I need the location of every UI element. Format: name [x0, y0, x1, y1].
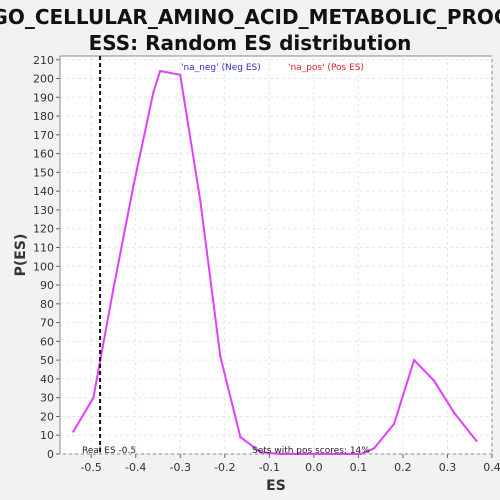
y-tick-label: 110: [33, 241, 54, 254]
data-point: [359, 452, 362, 456]
x-tick-label: 0.0: [305, 461, 323, 474]
y-tick-label: 50: [40, 354, 54, 367]
x-axis: -0.5 -0.4 -0.3 -0.2 -0.1 0.0 0.1 0.2 0.3 0.4: [80, 454, 500, 474]
pos-scores-annotation: Sets with pos scores: 14%: [252, 446, 370, 456]
x-tick-label: 0.1: [350, 461, 368, 474]
data-point: [432, 379, 436, 382]
x-tick-label: -0.3: [170, 461, 191, 474]
x-tick-label: 0.2: [394, 461, 412, 474]
y-tick-label: 170: [33, 129, 54, 142]
data-point: [132, 184, 135, 187]
y-tick-label: 60: [40, 335, 54, 348]
y-tick-label: 10: [40, 429, 54, 442]
distribution-line: [72, 70, 478, 455]
y-tick-label: 30: [40, 392, 54, 405]
y-tick-label: 120: [33, 223, 54, 236]
data-point: [159, 69, 162, 73]
x-tick-label: -0.4: [125, 461, 146, 474]
y-tick-label: 40: [40, 373, 54, 386]
x-axis-title: ES: [266, 478, 286, 494]
chart-title-line-2: ESS: Random ES distribution: [88, 31, 412, 55]
x-tick-label: -0.1: [259, 461, 280, 474]
reference-layer: Real ES -0.5: [82, 56, 136, 456]
y-tick-label: 90: [40, 279, 54, 292]
data-point: [475, 439, 478, 443]
x-tick-label: -0.2: [214, 461, 235, 474]
y-tick-label: 190: [33, 91, 54, 104]
y-tick-label: 80: [40, 298, 54, 311]
y-tick-label: 100: [33, 260, 54, 273]
grid-lines: [60, 56, 493, 455]
data-point: [279, 452, 282, 456]
y-tick-label: 140: [33, 185, 54, 198]
real-es-label: Real ES -0.5: [82, 446, 136, 456]
y-tick-label: 70: [40, 317, 54, 330]
x-tick-label: 0.4: [483, 461, 500, 474]
legend-entry: 'na_pos' (Pos ES): [288, 63, 364, 73]
data-point: [299, 452, 302, 456]
x-tick-label: -0.5: [80, 461, 101, 474]
data-point: [319, 452, 322, 456]
y-tick-label: 210: [33, 54, 54, 67]
data-point: [259, 450, 262, 454]
y-tick-label: 130: [33, 204, 54, 217]
data-point: [179, 73, 182, 76]
y-axis-title: P(ES): [13, 234, 29, 277]
y-tick-label: 160: [33, 148, 54, 161]
y-tick-label: 200: [33, 73, 54, 86]
data-point: [339, 452, 342, 456]
y-axis: 0 10 20 30 40 50 60 70 80 90 100 110 120 130 140 150 160…: [33, 54, 60, 461]
y-tick-label: 20: [40, 410, 54, 423]
data-point: [92, 396, 95, 399]
plot-area: [59, 55, 493, 455]
chart-title-line-1: GO_CELLULAR_AMINO_ACID_METABOLIC_PROC: [0, 5, 500, 29]
y-tick-label: 0: [47, 448, 54, 461]
legend-entry: 'na_neg' (Neg ES): [181, 63, 261, 73]
data-point: [412, 358, 416, 362]
series-layer: [72, 69, 478, 456]
data-point: [199, 199, 202, 202]
data-point: [219, 355, 222, 358]
y-tick-label: 180: [33, 110, 54, 123]
data-point: [239, 435, 242, 439]
legend: 'na_neg' (Neg ES) 'na_pos' (Pos ES): [181, 63, 364, 73]
data-point: [392, 422, 396, 426]
x-tick-label: 0.3: [439, 461, 457, 474]
data-point: [72, 430, 75, 433]
data-point: [372, 447, 376, 450]
data-point: [152, 90, 155, 93]
y-tick-label: 150: [33, 166, 54, 179]
data-point: [452, 411, 456, 414]
data-point: [112, 287, 115, 290]
